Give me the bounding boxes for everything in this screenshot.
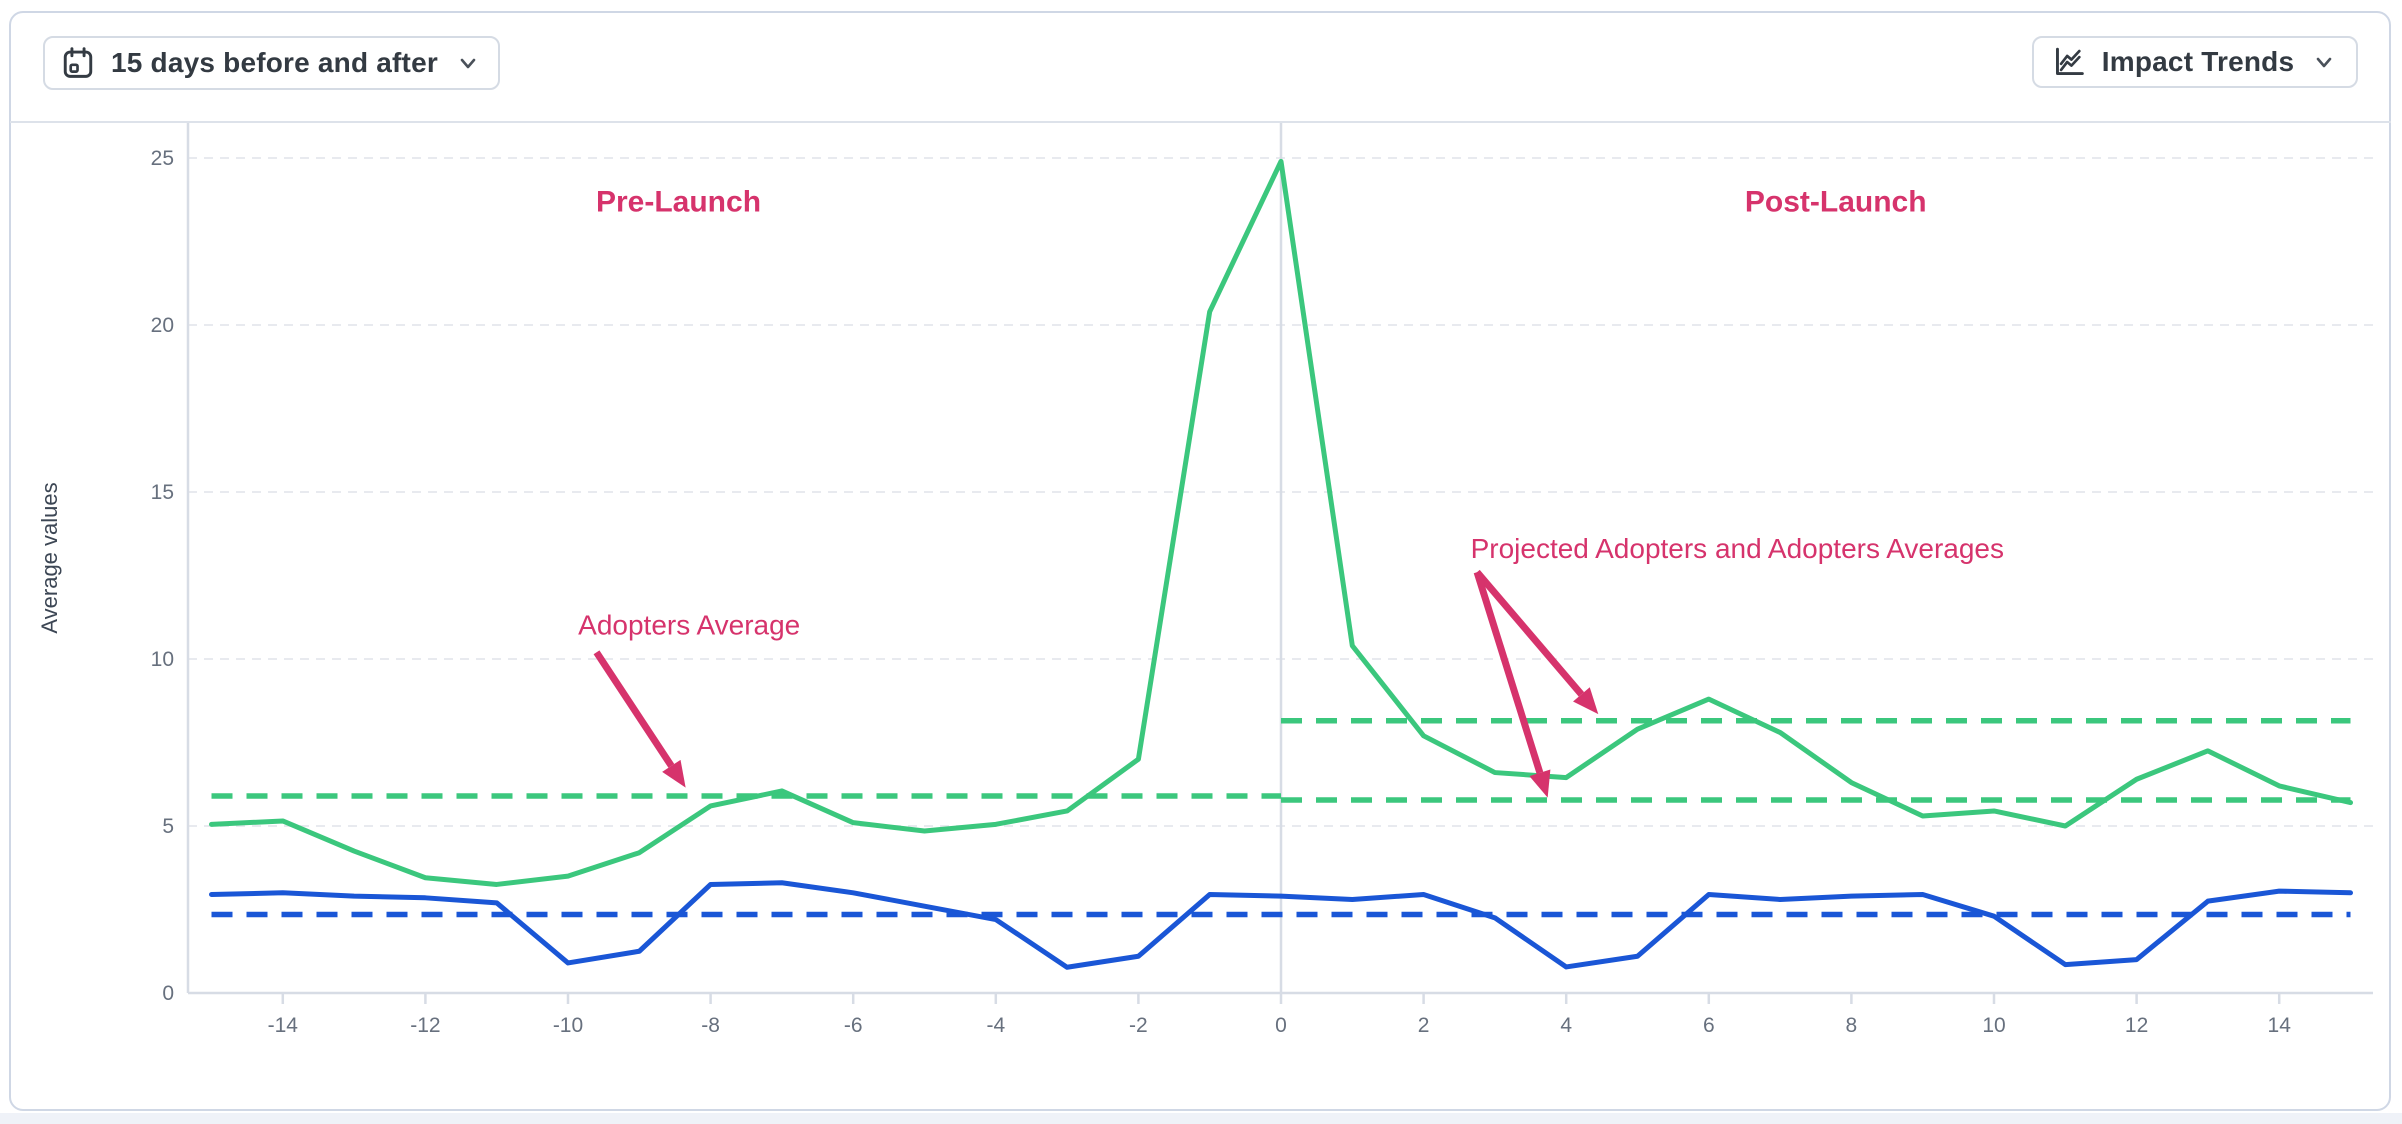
x-tick-label: -10	[553, 1014, 583, 1037]
x-tick-label: -6	[844, 1014, 863, 1037]
comparison-blue-line	[209, 880, 2353, 970]
x-tick-label: 14	[2268, 1014, 2292, 1037]
x-tick-label: -14	[268, 1014, 299, 1037]
chevron-down-icon	[2310, 48, 2338, 76]
y-tick-label: 25	[151, 147, 174, 170]
adopters-average-annotation-arrow	[593, 650, 675, 768]
y-axis-title: Average values	[37, 482, 62, 633]
adopters-average-annotation-text: Adopters Average	[578, 610, 800, 641]
projected-adopters-annotation-arrowhead	[1529, 769, 1551, 798]
projected-adopters-annotation-arrow	[1473, 571, 1544, 774]
x-tick-label: 10	[1982, 1014, 2005, 1037]
chevron-down-icon	[454, 49, 482, 77]
x-tick-label: -12	[410, 1014, 440, 1037]
y-tick-label: 10	[151, 648, 174, 671]
adopters-green-line	[209, 158, 2353, 887]
x-tick-label: 8	[1846, 1014, 1858, 1037]
projected-adopters-annotation-arrowhead	[1573, 687, 1599, 715]
projected-adopters-annotation-text: Projected Adopters and Adopters Averages	[1471, 533, 2004, 564]
pre-launch-label: Pre-Launch	[596, 185, 761, 218]
x-tick-label: 12	[2125, 1014, 2148, 1037]
y-tick-label: 15	[151, 481, 174, 504]
calendar-icon	[61, 46, 95, 80]
x-tick-label: 0	[1275, 1014, 1287, 1037]
y-tick-label: 20	[151, 314, 174, 337]
x-tick-label: -4	[986, 1014, 1005, 1037]
x-tick-label: -8	[701, 1014, 720, 1037]
adopters-average-annotation-arrowhead	[662, 759, 686, 788]
x-tick-label: 2	[1418, 1014, 1430, 1037]
impact-trends-dropdown[interactable]: Impact Trends	[2032, 36, 2358, 88]
x-tick-label: 6	[1703, 1014, 1715, 1037]
post-launch-label: Post-Launch	[1745, 185, 1927, 218]
x-tick-label: -2	[1129, 1014, 1148, 1037]
impact-trends-label: Impact Trends	[2101, 46, 2295, 77]
impact-analysis-card	[9, 11, 2391, 1111]
projected-adopters-annotation-arrow	[1474, 569, 1585, 697]
card-divider	[10, 121, 2391, 123]
line-chart-icon	[2052, 45, 2086, 79]
date-range-dropdown[interactable]: 15 days before and after	[43, 36, 500, 90]
y-tick-label: 5	[162, 815, 174, 838]
page-bottom-background	[0, 1113, 2402, 1124]
date-range-label: 15 days before and after	[111, 47, 438, 78]
y-tick-label: 0	[162, 982, 174, 1005]
x-tick-label: 4	[1560, 1014, 1572, 1037]
